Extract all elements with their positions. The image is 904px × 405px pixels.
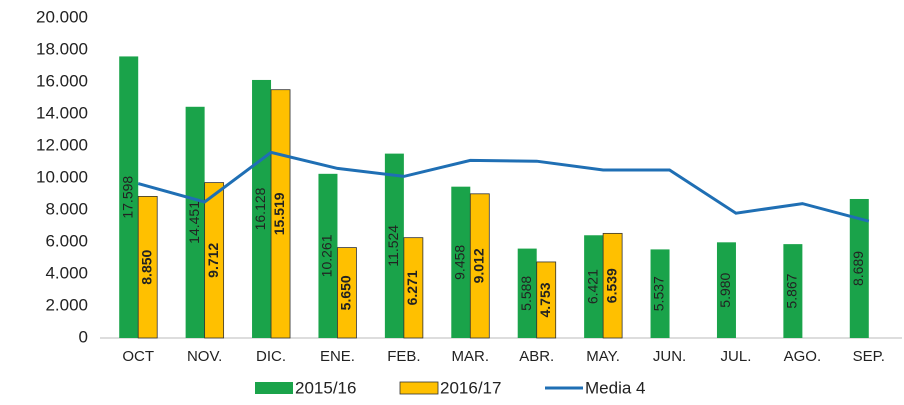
x-tick-label: ENE. <box>320 348 355 365</box>
value-label: 10.261 <box>319 234 335 277</box>
value-label: 4.753 <box>537 282 553 317</box>
bar <box>119 56 139 338</box>
x-tick-label: SEP. <box>853 348 885 365</box>
x-tick-label: FEB. <box>387 348 420 365</box>
y-tick-label: 6.000 <box>45 231 88 250</box>
bar <box>252 79 272 339</box>
value-label: 11.524 <box>385 225 401 267</box>
value-label: 9.712 <box>205 243 221 278</box>
legend-label: Media 4 <box>585 378 645 397</box>
bar <box>602 232 623 339</box>
bar <box>204 182 225 339</box>
y-tick-label: 10.000 <box>36 167 88 186</box>
bar <box>384 153 404 338</box>
value-label: 5.588 <box>518 276 534 311</box>
value-label: 5.980 <box>717 272 733 307</box>
value-label: 8.689 <box>850 251 866 286</box>
value-label: 14.451 <box>186 201 202 244</box>
x-tick-label: AGO. <box>784 348 822 365</box>
value-label: 9.012 <box>470 248 486 283</box>
bar <box>403 237 424 339</box>
line <box>137 150 870 223</box>
value-label: 5.650 <box>338 275 354 310</box>
bar <box>783 244 803 338</box>
value-label: 9.458 <box>451 245 467 280</box>
y-tick-label: 18.000 <box>36 39 88 58</box>
bar <box>270 89 291 339</box>
value-label: 5.537 <box>651 276 667 311</box>
y-tick-label: 16.000 <box>36 71 88 90</box>
x-tick-label: NOV. <box>187 348 222 365</box>
y-tick-label: 8.000 <box>45 199 88 218</box>
value-label: 6.539 <box>603 268 619 303</box>
x-tick-label: JUL. <box>721 348 752 365</box>
x-tick-label: ABR. <box>519 348 554 365</box>
legend-label: 2015/16 <box>295 378 356 397</box>
bar <box>650 249 670 338</box>
y-tick-label: 0 <box>79 327 88 346</box>
x-tick-label: DIC. <box>256 348 286 365</box>
bar <box>517 248 537 338</box>
bar <box>716 242 736 338</box>
value-label: 5.867 <box>784 273 800 308</box>
y-tick-label: 20.000 <box>36 7 88 26</box>
bar <box>849 198 869 338</box>
bar <box>337 247 357 339</box>
value-label: 8.850 <box>138 249 154 284</box>
bar <box>584 235 604 338</box>
legend-swatch <box>255 382 293 394</box>
y-tick-label: 2.000 <box>45 295 88 314</box>
bar <box>318 173 338 338</box>
value-label: 6.421 <box>584 269 600 304</box>
x-tick-label: OCT <box>122 348 154 365</box>
value-label: 17.598 <box>119 176 135 219</box>
bar <box>451 186 471 338</box>
value-label: 15.519 <box>271 192 287 235</box>
x-tick-label: MAY. <box>586 348 620 365</box>
x-tick-label: JUN. <box>653 348 686 365</box>
y-tick-label: 4.000 <box>45 263 88 282</box>
x-tick-label: MAR. <box>452 348 490 365</box>
value-label: 6.271 <box>404 270 420 305</box>
legend-label: 2016/17 <box>440 378 501 397</box>
value-label: 16.128 <box>252 187 268 230</box>
y-tick-label: 14.000 <box>36 103 88 122</box>
y-tick-label: 12.000 <box>36 135 88 154</box>
legend-swatch <box>399 381 439 395</box>
bar <box>469 193 490 339</box>
bar <box>536 261 557 339</box>
bar <box>185 106 205 338</box>
bar <box>137 195 158 339</box>
